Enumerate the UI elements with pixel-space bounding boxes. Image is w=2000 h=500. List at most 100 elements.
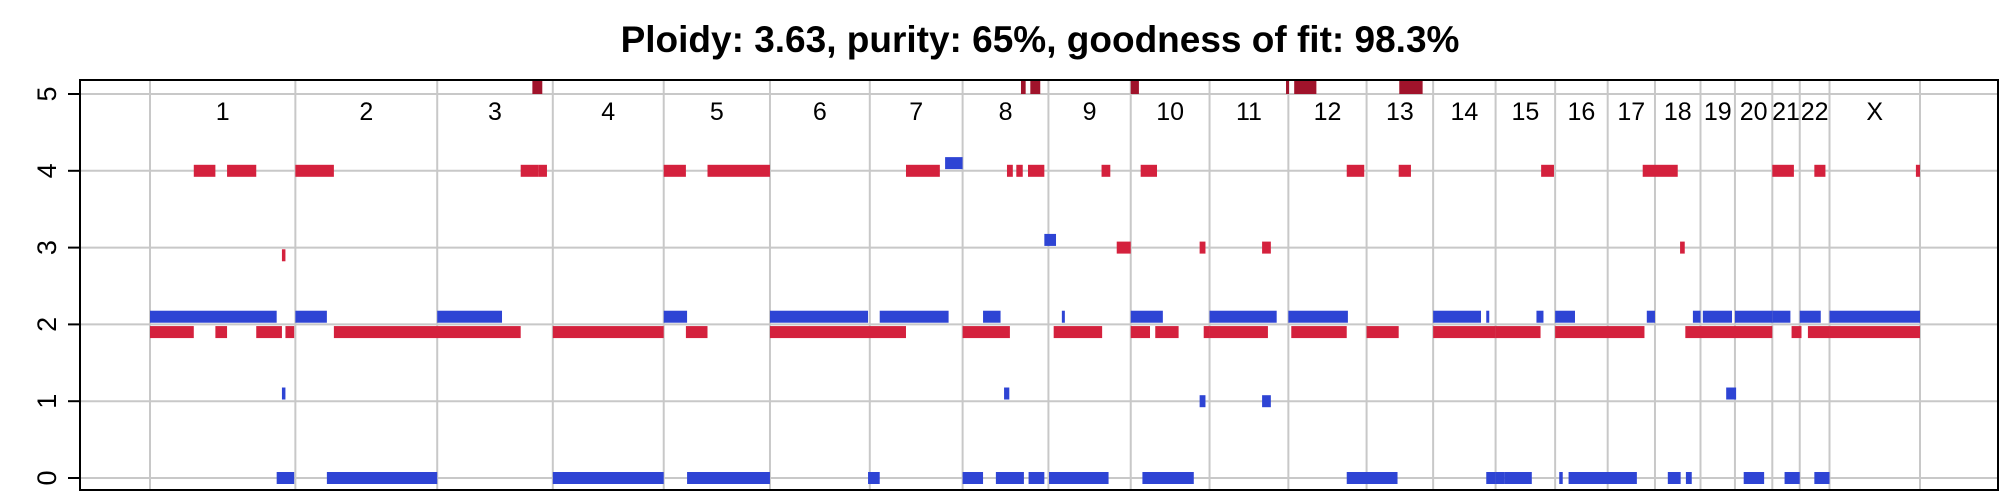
segment xyxy=(1346,164,1365,177)
y-tick-label: 2 xyxy=(32,317,62,332)
segment xyxy=(1726,387,1737,400)
segment xyxy=(1667,472,1681,484)
segment xyxy=(1814,164,1826,177)
segment xyxy=(663,164,686,177)
segment xyxy=(868,472,880,484)
segment xyxy=(945,157,963,170)
chrom-label: 5 xyxy=(710,98,724,126)
segment xyxy=(769,310,869,323)
segment xyxy=(1044,233,1057,246)
segment xyxy=(215,326,228,339)
segment xyxy=(281,387,286,400)
segment xyxy=(1685,326,1773,339)
segment xyxy=(1646,310,1655,323)
segment xyxy=(532,80,543,94)
segment xyxy=(552,472,664,484)
segment xyxy=(1642,164,1678,177)
segment xyxy=(1016,164,1023,177)
segment xyxy=(1049,472,1109,484)
segment xyxy=(1692,310,1701,323)
segment xyxy=(1734,310,1773,323)
segment xyxy=(1807,326,1830,339)
segment xyxy=(1130,326,1151,339)
segment xyxy=(1116,241,1131,254)
chrom-label: 17 xyxy=(1617,98,1645,126)
segment xyxy=(227,164,257,177)
chart-title: Ploidy: 3.63, purity: 65%, goodness of f… xyxy=(621,19,1460,60)
segments xyxy=(150,80,1920,484)
segment xyxy=(1140,164,1158,177)
segment xyxy=(256,326,282,339)
chrom-label: 14 xyxy=(1450,98,1478,126)
segment xyxy=(1053,326,1103,339)
segment xyxy=(1030,80,1041,94)
segment xyxy=(663,310,688,323)
segment xyxy=(276,472,287,484)
y-tick-label: 3 xyxy=(32,240,62,255)
segment xyxy=(685,326,708,339)
y-axis: 0 1 2 3 4 5 xyxy=(32,86,81,486)
segment xyxy=(1209,326,1268,339)
segment xyxy=(1743,472,1765,484)
chromosome-labels: 1 2 3 4 5 6 7 8 9 10 11 12 13 14 15 16 17 18 19 20 21 22 X xyxy=(216,98,1884,126)
segment xyxy=(333,326,521,339)
grid-lines xyxy=(80,80,1998,490)
chrom-label: 16 xyxy=(1568,98,1596,126)
segment xyxy=(295,164,334,177)
segment xyxy=(1399,80,1423,94)
chrom-label: 12 xyxy=(1314,98,1342,126)
segment xyxy=(1020,80,1026,94)
plot-frame xyxy=(79,79,1999,491)
segment xyxy=(1680,241,1685,254)
segment xyxy=(1504,472,1532,484)
segment xyxy=(1027,164,1045,177)
y-tick-label: 5 xyxy=(32,86,62,101)
segment xyxy=(1262,395,1271,408)
segment xyxy=(538,164,547,177)
chrom-label: 6 xyxy=(813,98,827,126)
segment xyxy=(983,310,1001,323)
chrom-label: 10 xyxy=(1156,98,1184,126)
segment xyxy=(1915,164,1920,177)
segment xyxy=(995,472,1024,484)
segment xyxy=(295,310,327,323)
segment xyxy=(285,472,295,484)
segment xyxy=(285,326,295,339)
chrom-label: 7 xyxy=(909,98,923,126)
y-tick-label: 4 xyxy=(32,163,62,178)
segment xyxy=(687,472,770,484)
segment xyxy=(1199,241,1206,254)
segment xyxy=(1203,326,1210,339)
segment xyxy=(1262,241,1271,254)
segment xyxy=(1288,310,1348,323)
chrom-label: 8 xyxy=(999,98,1013,126)
chrom-label: X xyxy=(1866,98,1883,126)
segment xyxy=(1568,472,1637,484)
segment xyxy=(1366,326,1399,339)
segment xyxy=(1555,326,1645,339)
segment xyxy=(769,326,906,339)
chrom-label: 19 xyxy=(1704,98,1732,126)
segment xyxy=(905,164,940,177)
segment xyxy=(1028,472,1045,484)
segment xyxy=(281,249,286,262)
segment xyxy=(1829,310,1920,323)
chrom-label: 13 xyxy=(1386,98,1414,126)
chrom-label: 11 xyxy=(1236,98,1262,126)
segment xyxy=(1209,310,1277,323)
segment xyxy=(1486,310,1490,323)
segment xyxy=(1294,80,1317,94)
segment xyxy=(962,326,1010,339)
chrom-label: 3 xyxy=(488,98,502,126)
segment xyxy=(1130,80,1139,94)
segment xyxy=(1291,326,1347,339)
chrom-label: 22 xyxy=(1801,98,1829,126)
segment xyxy=(1142,472,1194,484)
segment xyxy=(1061,310,1065,323)
segment xyxy=(1772,310,1791,323)
segment xyxy=(1559,472,1563,484)
chrom-label: 1 xyxy=(216,98,230,126)
segment xyxy=(326,472,438,484)
segment xyxy=(1101,164,1111,177)
